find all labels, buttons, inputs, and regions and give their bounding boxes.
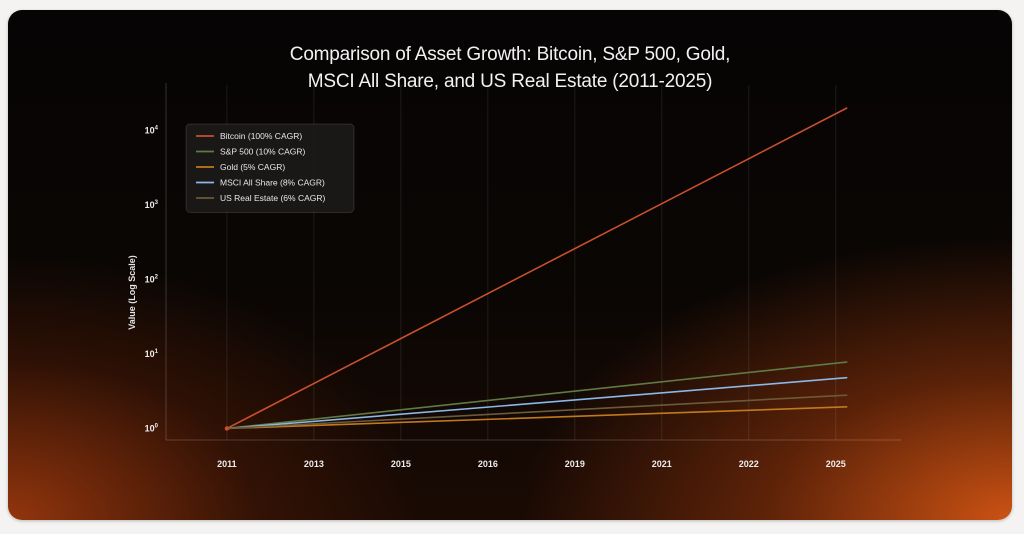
chart-title-line-1: Comparison of Asset Growth: Bitcoin, S&P… — [289, 44, 731, 65]
y-tick-label: 102 — [145, 274, 159, 284]
y-tick-label: 103 — [145, 200, 159, 210]
x-tick-label: 2015 — [391, 459, 411, 469]
series-line — [226, 107, 848, 430]
legend-box — [185, 123, 355, 213]
series-lines — [224, 107, 848, 431]
series-line — [226, 394, 848, 430]
x-tick-label: 2019 — [565, 459, 585, 469]
legend-entry: S&P 500 (10% CAGR) — [220, 147, 306, 157]
x-tick-label: 2021 — [652, 459, 672, 469]
line-chart: 2011 2013 2015 2016 2019 2021 2022 2025 100 101 10… — [127, 83, 901, 469]
series-line — [226, 361, 848, 430]
y-tick-label: 100 — [145, 423, 159, 433]
series-line — [226, 406, 848, 430]
legend-entry: Gold (5% CAGR) — [220, 162, 285, 172]
legend-entry: MSCI All Share (8% CAGR) — [220, 178, 325, 188]
chart-card: Comparison of Asset Growth: Bitcoin, S&P… — [8, 10, 1012, 520]
x-tick-label: 2016 — [478, 459, 498, 469]
y-tick-label: 104 — [145, 126, 159, 136]
series-start-point — [224, 426, 230, 431]
x-tick-label: 2013 — [304, 459, 324, 469]
x-tick-label: 2022 — [739, 459, 759, 469]
y-axis-label: Value (Log Scale) — [127, 255, 137, 330]
x-tick-label: 2025 — [826, 459, 846, 469]
legend-entry: US Real Estate (6% CAGR) — [220, 193, 326, 203]
axes — [165, 83, 901, 441]
tick-labels: 2011 2013 2015 2016 2019 2021 2022 2025 100 101 10… — [145, 126, 846, 469]
y-tick-label: 101 — [145, 349, 159, 359]
series-line — [226, 376, 848, 430]
x-tick-label: 2011 — [217, 459, 237, 469]
legend-entry: Bitcoin (100% CAGR) — [220, 131, 302, 141]
chart-title: Comparison of Asset Growth: Bitcoin, S&P… — [8, 41, 1012, 95]
chart-title-line-2: MSCI All Share, and US Real Estate (2011… — [307, 71, 713, 92]
legend: Bitcoin (100% CAGR) S&P 500 (10% CAGR) Gol… — [185, 123, 355, 213]
